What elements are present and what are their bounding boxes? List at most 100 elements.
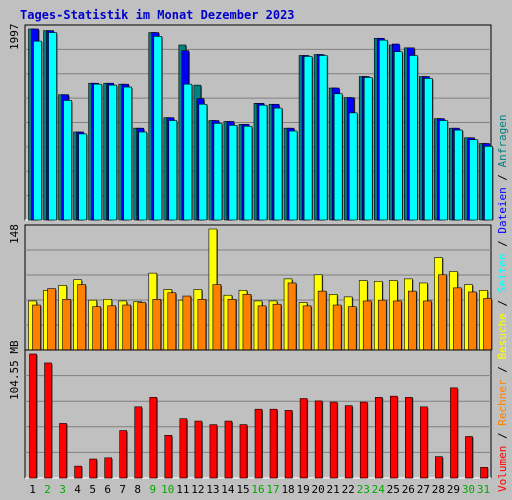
bar-seiten-day-16 [258,104,268,221]
x-tick-label-day-17: 17 [266,483,279,496]
y-max-label-requests: 1997 [8,24,21,51]
bar-seiten-day-27 [424,78,433,221]
legend-rechner: Rechner [496,379,509,426]
bar-volumen-day-24 [374,397,383,479]
x-tick-label-day-4: 4 [74,483,81,496]
bar-volumen-day-5 [89,458,97,479]
bar-seiten-day-7 [123,86,133,221]
bar-rechner-day-21 [332,304,342,351]
x-tick-label-day-30: 30 [462,483,475,496]
bar-volumen-day-13 [209,424,218,479]
legend-sep-2: / [496,366,509,373]
bar-rechner-day-9 [152,299,162,351]
legend-sep-5: / [496,174,509,181]
bar-rechner-day-1 [32,304,41,351]
bar-rechner-day-31 [483,298,492,351]
bar-rechner-day-28 [438,274,447,351]
bar-rechner-day-15 [242,294,252,351]
x-tick-label-day-9: 9 [149,483,156,496]
bar-rechner-day-29 [453,287,462,351]
bar-rechner-day-27 [423,300,432,351]
x-tick-label-day-20: 20 [312,483,325,496]
bar-volumen-day-12 [194,420,203,479]
x-tick-label-day-14: 14 [221,483,235,496]
panel-visits [24,224,493,351]
x-tick-label-day-3: 3 [59,483,66,496]
x-tick-label-day-22: 22 [342,483,355,496]
bar-rechner-day-14 [227,299,237,351]
x-tick-label-day-6: 6 [104,483,111,496]
bar-volumen-day-23 [359,401,368,479]
legend-besuche: Besuche [496,313,509,359]
bar-seiten-day-13 [213,123,223,221]
bar-volumen-day-31 [480,467,488,479]
legend-seiten: Seiten [496,254,509,294]
bar-rechner-day-24 [377,299,387,351]
legend-sep-1: / [496,432,509,439]
bar-seiten-day-21 [333,93,343,221]
bar-seiten-day-24 [378,39,388,221]
bar-seiten-day-6 [108,84,117,221]
bar-seiten-day-19 [303,56,313,221]
bar-seiten-day-20 [318,55,328,221]
x-tick-label-day-1: 1 [29,483,36,496]
bar-volumen-day-18 [284,410,293,479]
bar-rechner-day-3 [62,299,71,351]
bar-rechner-day-23 [362,300,372,351]
bar-seiten-day-29 [454,129,463,221]
bar-rechner-day-30 [468,291,477,351]
bar-rechner-day-8 [137,302,147,351]
bar-seiten-day-15 [243,125,253,221]
bar-rechner-day-7 [122,304,132,351]
bar-volumen-day-28 [435,456,443,479]
bar-volumen-day-7 [119,430,128,479]
bar-seiten-day-22 [348,112,358,221]
bar-volumen-day-4 [74,465,82,479]
bar-seiten-day-2 [48,32,57,221]
x-tick-label-day-31: 31 [477,483,490,496]
x-tick-label-day-21: 21 [327,483,340,496]
bar-seiten-day-28 [439,120,448,221]
bar-volumen-day-25 [389,395,398,479]
bar-seiten-day-26 [409,55,418,221]
bar-rechner-day-19 [302,305,312,351]
x-tick-label-day-18: 18 [281,483,294,496]
x-tick-label-day-24: 24 [372,483,386,496]
bar-volumen-day-26 [405,397,413,479]
bar-seiten-day-3 [63,100,72,221]
bar-rechner-day-11 [182,295,192,351]
x-axis-day-labels: 1 2 3 4 5 6 7 8 9 10 11 12 13 14 15 16 17 18 19 20 21 22 23 24 2… [29,483,490,496]
legend-volumen: Volumen [496,446,509,492]
bar-volumen-day-3 [59,423,67,479]
x-tick-label-day-27: 27 [417,483,430,496]
panel-requests [24,24,494,221]
bar-seiten-day-1 [33,40,42,221]
x-tick-label-day-12: 12 [191,483,204,496]
bar-rechner-day-13 [212,284,222,351]
bar-seiten-day-17 [273,107,283,221]
x-tick-label-day-2: 2 [44,483,51,496]
x-tick-label-day-10: 10 [161,483,174,496]
x-tick-label-day-5: 5 [89,483,96,496]
bar-seiten-day-11 [183,83,193,221]
bar-volumen-day-9 [149,397,158,479]
bar-volumen-day-15 [239,424,248,479]
x-tick-label-day-13: 13 [206,483,219,496]
legend: Volumen / Rechner / Besuche / Seiten / D… [496,114,509,492]
legend-anfragen: Anfragen [496,114,509,167]
bar-seiten-day-18 [288,130,298,221]
bar-volumen-day-30 [465,436,473,479]
bar-volumen-day-6 [104,457,112,479]
x-tick-label-day-23: 23 [357,483,370,496]
bar-seiten-day-23 [363,77,373,221]
legend-sep-4: / [496,240,509,247]
bar-seiten-day-5 [93,83,102,221]
x-tick-label-day-16: 16 [251,483,264,496]
bar-rechner-day-12 [197,299,207,351]
x-tick-label-day-26: 26 [402,483,415,496]
bar-rechner-day-4 [77,284,86,351]
bar-seiten-day-12 [198,103,208,221]
bar-seiten-day-4 [78,133,87,221]
